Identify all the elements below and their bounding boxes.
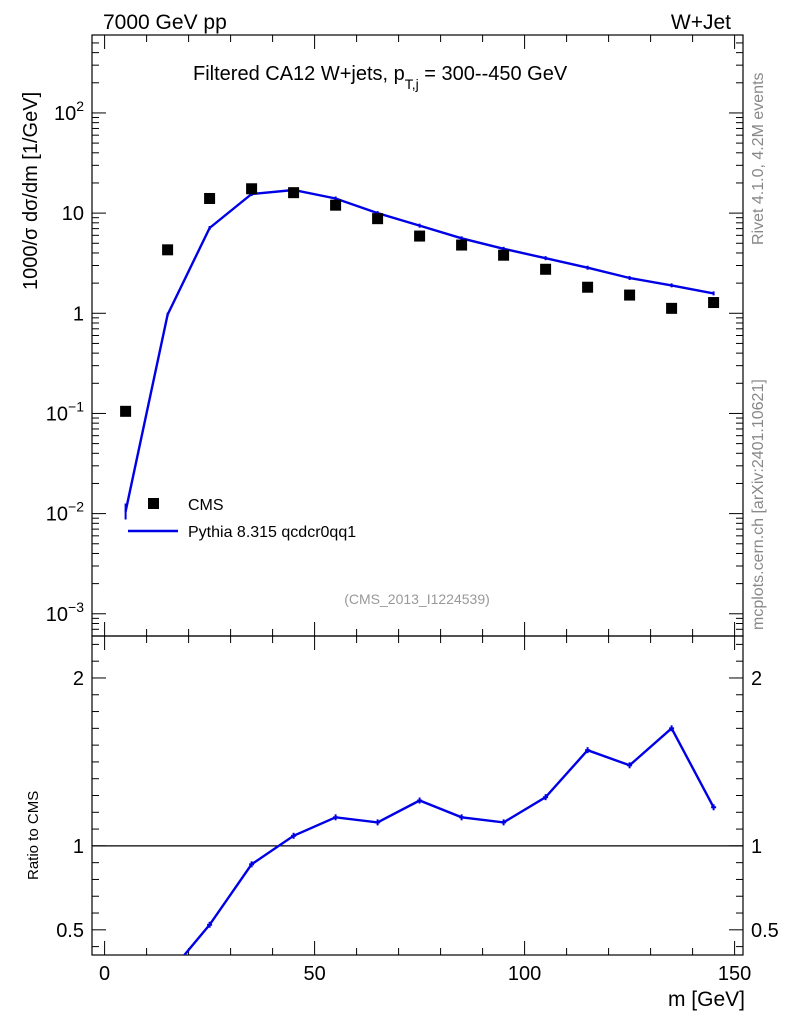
cms-data-point (288, 187, 300, 199)
cms-data-point (582, 281, 594, 293)
process-label: W+Jet (671, 11, 731, 34)
main-plot-title: Filtered CA12 W+jets, pT,j = 300--450 Ge… (193, 63, 568, 92)
title-subscript: T,j (405, 76, 419, 92)
main-y-tick-label: 10−2 (46, 499, 84, 526)
x-tick-label: 150 (718, 963, 751, 985)
cms-data-point (708, 297, 720, 309)
x-tick-label: 100 (508, 963, 541, 985)
title-main: Filtered CA12 W+jets, p (193, 63, 405, 85)
ratio-series-line (182, 726, 715, 955)
ratio-plot-frame (91, 635, 744, 956)
cms-data-point (204, 192, 216, 204)
ratio-y-axis-title: Ratio to CMS (25, 791, 42, 880)
main-y-axis-title: 1000/σ dσ/dm [1/GeV] (20, 92, 42, 290)
cms-data-point (246, 183, 258, 195)
x-tick-label: 0 (99, 963, 110, 985)
ratio-y-tick-label-left: 0.5 (56, 920, 84, 942)
cms-data-point (414, 230, 426, 242)
cms-data-point (624, 289, 636, 301)
main-y-tick-label: 10−3 (46, 599, 84, 626)
ratio-y-tick-label-right: 0.5 (751, 920, 779, 942)
cms-data-point (330, 199, 342, 211)
cms-data-point (540, 263, 552, 275)
axis-ticks (92, 34, 743, 955)
analysis-id-label: (CMS_2013_I1224539) (344, 591, 490, 607)
tick-labels: 0 50 100 150 10−3 10−2 10−1 1 10 102 0.5 0.5 1 1 2 2 (46, 98, 779, 985)
cms-data-point (498, 249, 510, 261)
collision-label: 7000 GeV pp (103, 11, 227, 34)
x-tick-label: 50 (303, 963, 325, 985)
ratio-y-tick-label-right: 1 (751, 836, 762, 858)
legend: CMS Pythia 8.315 qcdcr0qq1 (128, 497, 356, 541)
title-tail: = 300--450 GeV (419, 63, 568, 85)
ratio-y-tick-label-left: 2 (73, 668, 84, 690)
rivet-version-label: Rivet 4.1.0, 4.2M events (750, 72, 767, 245)
mcplots-label: mcplots.cern.ch [arXiv:2401.10621] (750, 379, 767, 630)
cms-data-point (666, 302, 678, 314)
legend-cms-label: CMS (188, 497, 224, 514)
main-y-tick-label: 102 (54, 98, 84, 125)
main-plot-data (120, 183, 720, 520)
x-axis-title: m [GeV] (668, 988, 745, 1011)
ratio-plot-data (92, 725, 743, 955)
cms-data-point (120, 405, 132, 417)
main-plot-frame (91, 34, 744, 637)
ratio-y-tick-label-left: 1 (73, 836, 84, 858)
main-y-tick-label: 1 (73, 303, 84, 325)
ratio-y-tick-label-right: 2 (751, 668, 762, 690)
legend-cms-marker (148, 498, 159, 509)
legend-mc-label: Pythia 8.315 qcdcr0qq1 (188, 524, 356, 541)
main-y-tick-label: 10−1 (46, 398, 84, 425)
cms-data-point (456, 239, 468, 251)
cms-data-point (372, 213, 384, 225)
cms-data-point (162, 244, 174, 256)
main-y-tick-label: 10 (62, 203, 84, 225)
